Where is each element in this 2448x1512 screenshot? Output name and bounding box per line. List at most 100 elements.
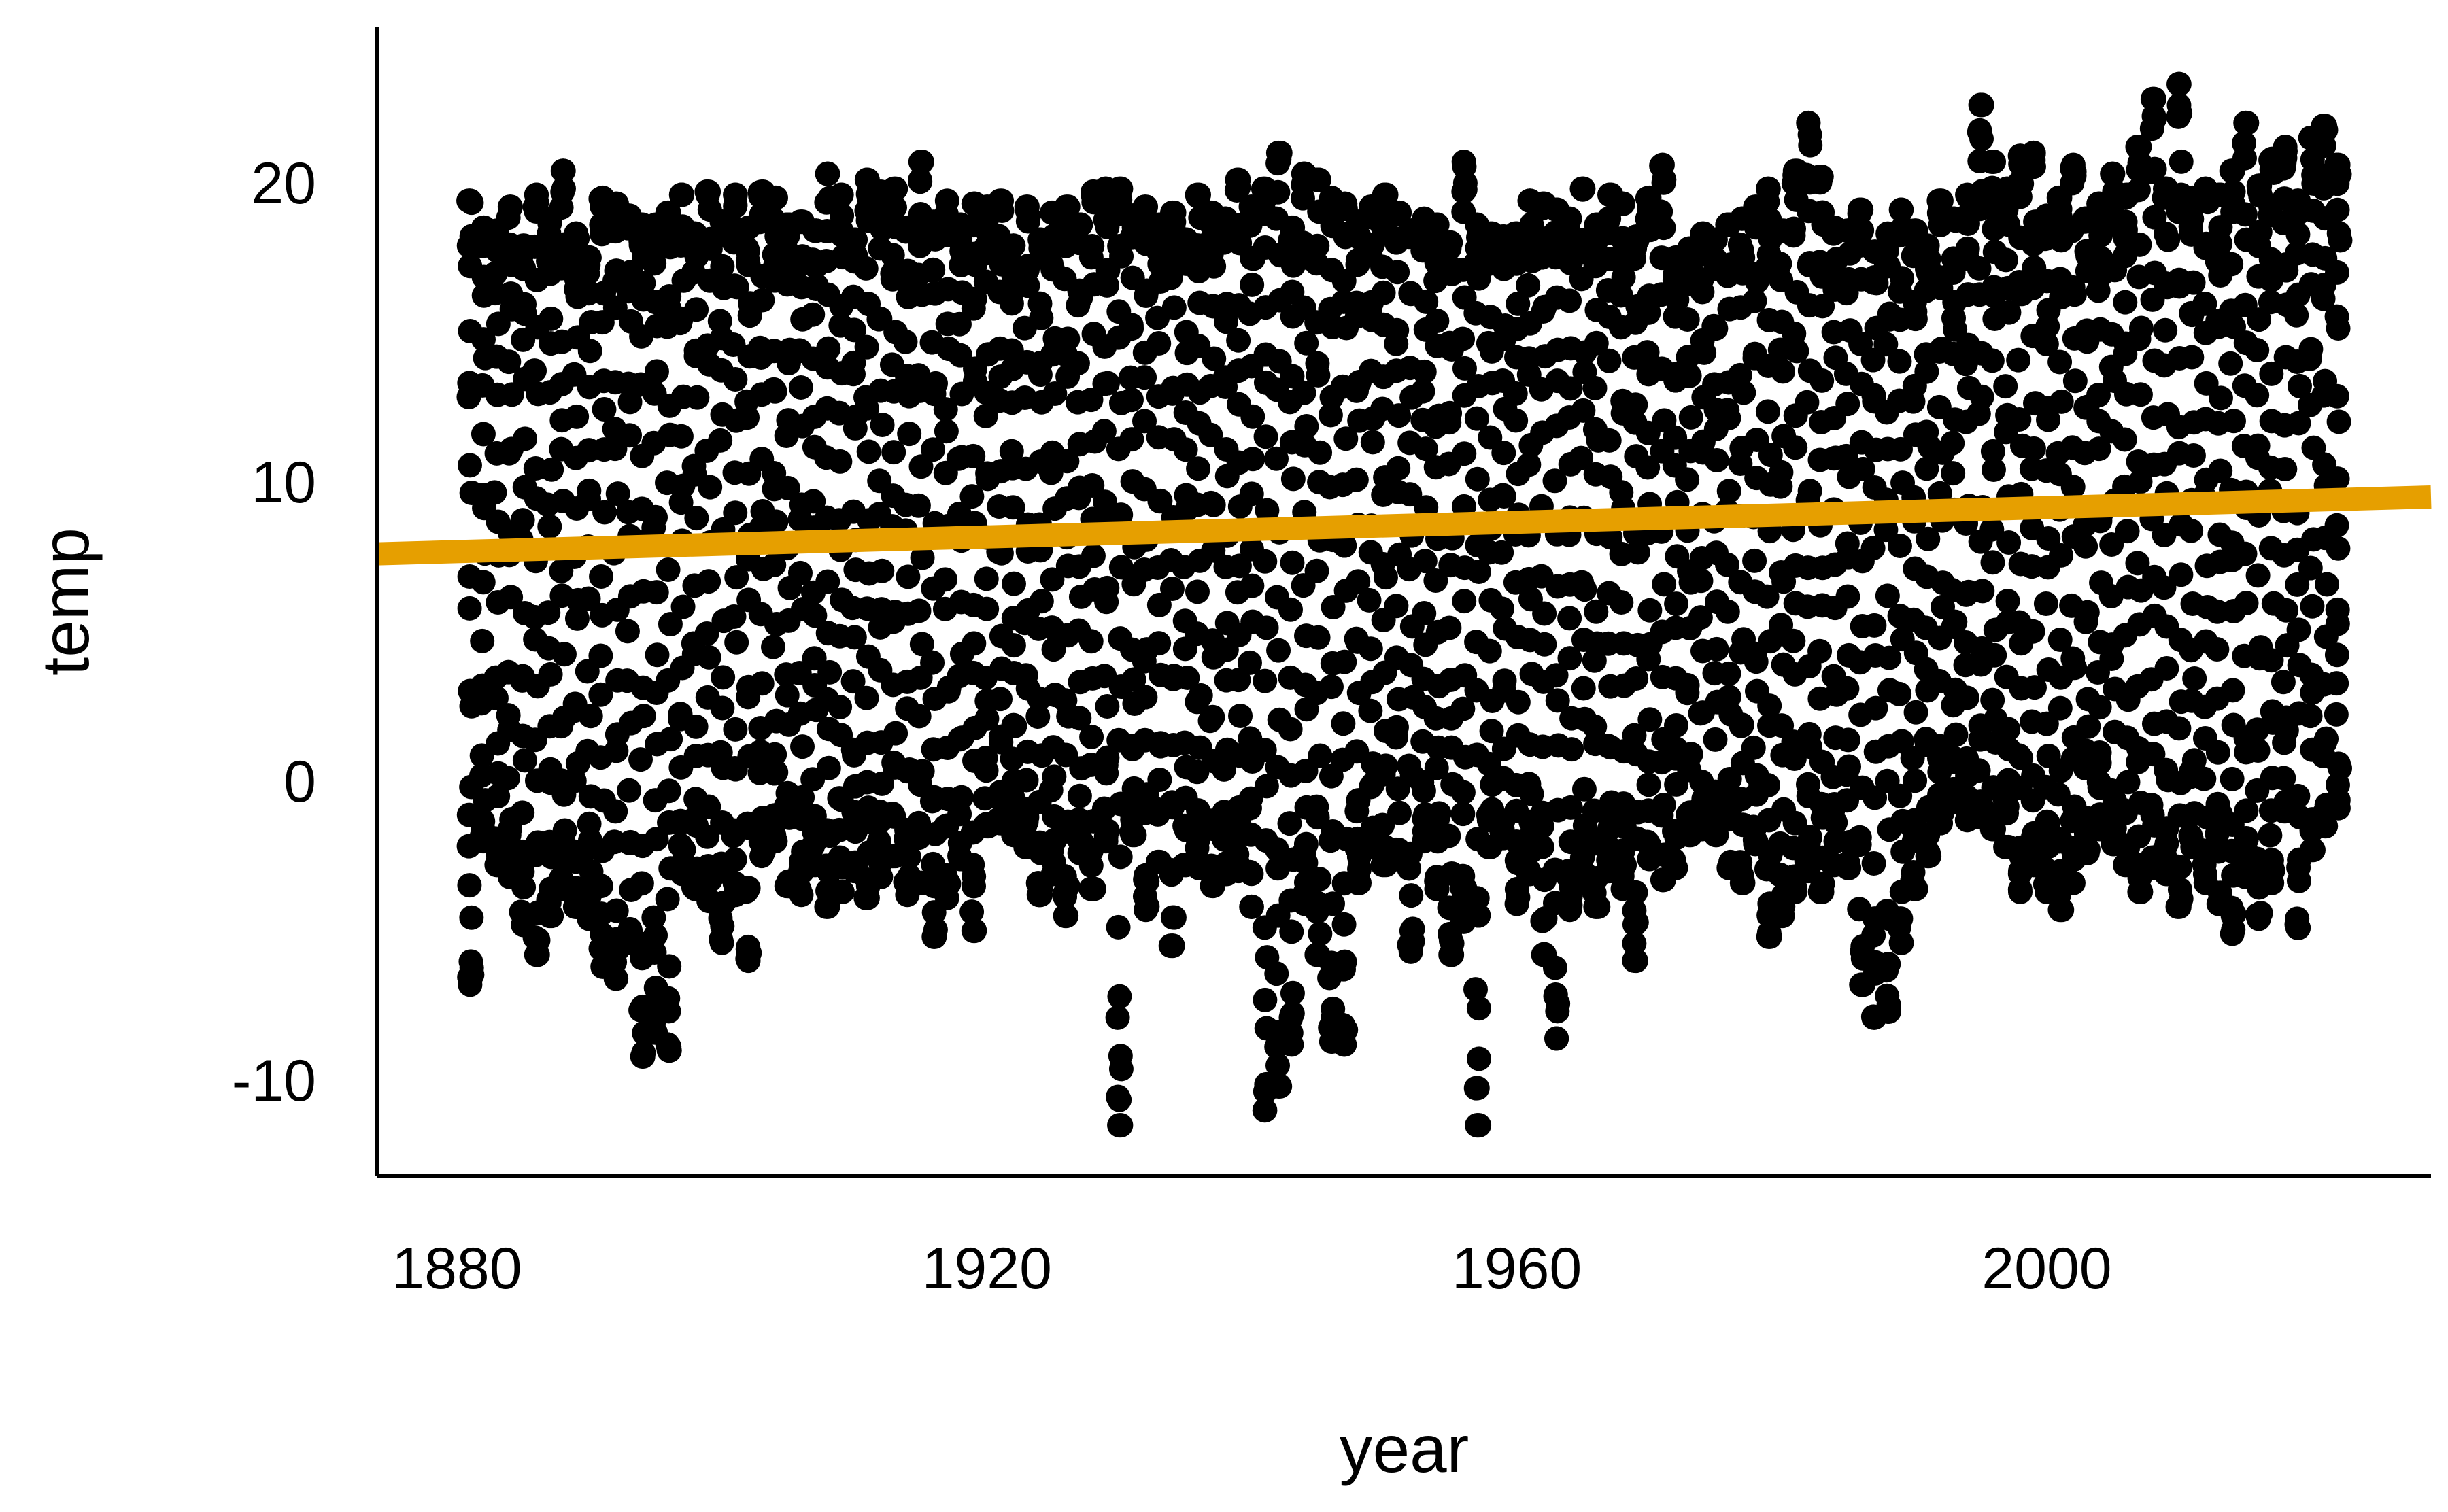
data-point bbox=[1847, 825, 1872, 850]
data-point bbox=[2245, 338, 2270, 363]
data-point bbox=[2140, 86, 2165, 111]
x-axis-title: year bbox=[1340, 1411, 1469, 1486]
data-point bbox=[1516, 452, 1542, 477]
data-point bbox=[802, 603, 828, 628]
data-point bbox=[1304, 558, 1329, 583]
data-point bbox=[655, 887, 680, 912]
data-point bbox=[539, 457, 564, 482]
data-point bbox=[1943, 722, 1969, 747]
data-point bbox=[1001, 571, 1026, 596]
data-point bbox=[1492, 668, 1517, 693]
data-point bbox=[2127, 135, 2152, 160]
data-point bbox=[1506, 291, 1531, 316]
data-point bbox=[1835, 727, 1860, 753]
data-point bbox=[510, 800, 535, 825]
data-point bbox=[2219, 252, 2244, 277]
data-point bbox=[1132, 409, 1157, 434]
data-point bbox=[457, 596, 482, 621]
data-point bbox=[1146, 631, 1172, 656]
data-point bbox=[1452, 589, 1477, 614]
data-point bbox=[1437, 615, 1462, 640]
data-point bbox=[724, 275, 749, 300]
axes-layer bbox=[375, 27, 2431, 1178]
data-point bbox=[496, 703, 521, 728]
data-point bbox=[1651, 792, 1676, 817]
data-point bbox=[869, 771, 894, 796]
data-point bbox=[1728, 850, 1753, 875]
data-point bbox=[1450, 326, 1476, 351]
data-point bbox=[1293, 831, 1319, 857]
data-point bbox=[724, 630, 749, 655]
data-point bbox=[1715, 552, 1740, 577]
data-point bbox=[1319, 674, 1344, 700]
data-point bbox=[775, 683, 800, 708]
data-point bbox=[1557, 646, 1582, 671]
data-point bbox=[1767, 251, 1792, 276]
data-point bbox=[1119, 388, 1144, 413]
data-point bbox=[2128, 382, 2153, 407]
data-point bbox=[2326, 536, 2351, 561]
data-point bbox=[2311, 133, 2336, 158]
data-point bbox=[921, 924, 947, 949]
data-point bbox=[1438, 230, 1463, 255]
data-point bbox=[2047, 897, 2073, 923]
data-point bbox=[1557, 206, 1582, 231]
data-point bbox=[605, 481, 630, 506]
data-point bbox=[2324, 702, 2349, 727]
data-point bbox=[1807, 638, 1833, 664]
data-point bbox=[1279, 1032, 1304, 1057]
data-point bbox=[2181, 270, 2206, 295]
data-point bbox=[1914, 359, 1939, 384]
y-tick-label: 0 bbox=[284, 749, 316, 814]
data-point bbox=[1595, 208, 1620, 233]
data-point bbox=[1159, 577, 1185, 602]
data-point bbox=[1387, 403, 1412, 428]
data-point bbox=[602, 295, 628, 320]
data-point bbox=[1861, 851, 1886, 876]
data-point bbox=[790, 785, 815, 810]
data-point bbox=[788, 375, 813, 400]
data-point bbox=[1451, 150, 1476, 175]
data-point bbox=[1993, 374, 2018, 399]
data-point bbox=[1436, 823, 1461, 848]
data-point bbox=[2060, 152, 2086, 177]
data-point bbox=[1065, 351, 1090, 376]
data-point bbox=[1399, 883, 1424, 908]
data-point bbox=[880, 802, 905, 827]
data-point bbox=[1463, 977, 1488, 1002]
data-point bbox=[961, 296, 986, 321]
data-point bbox=[537, 904, 562, 929]
data-point bbox=[842, 317, 867, 343]
data-point bbox=[1308, 440, 1333, 465]
data-point bbox=[458, 188, 483, 213]
data-point bbox=[1688, 568, 1714, 594]
data-point bbox=[764, 509, 789, 534]
data-point bbox=[961, 443, 986, 468]
data-point bbox=[1450, 802, 1476, 827]
data-point bbox=[510, 508, 535, 533]
data-point bbox=[2166, 716, 2192, 741]
data-point bbox=[2286, 855, 2311, 880]
data-point bbox=[1014, 768, 1039, 793]
data-point bbox=[2220, 766, 2245, 791]
data-point bbox=[1015, 257, 1040, 282]
data-point bbox=[1226, 167, 1251, 192]
data-point bbox=[2007, 407, 2032, 432]
data-point bbox=[1979, 517, 2005, 542]
data-point bbox=[1450, 696, 1476, 721]
data-point bbox=[749, 671, 775, 696]
data-point bbox=[1095, 693, 1120, 719]
data-point bbox=[828, 449, 853, 474]
data-point bbox=[1516, 273, 1541, 298]
data-point bbox=[1450, 780, 1476, 805]
data-point bbox=[536, 600, 561, 625]
data-point bbox=[482, 480, 507, 505]
data-point bbox=[815, 569, 840, 594]
data-point bbox=[1200, 704, 1225, 729]
data-point bbox=[1308, 743, 1333, 768]
data-point bbox=[2179, 345, 2205, 370]
data-point bbox=[1120, 823, 1145, 848]
data-point bbox=[588, 874, 613, 899]
data-point bbox=[2169, 562, 2194, 587]
data-point bbox=[868, 864, 894, 889]
